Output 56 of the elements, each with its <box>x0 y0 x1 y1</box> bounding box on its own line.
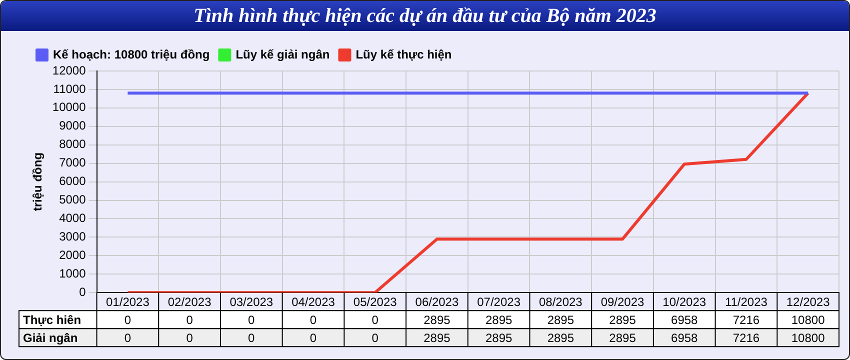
text: 6958 <box>671 330 698 345</box>
text: 0 <box>186 330 193 345</box>
y-tick-label: 5000 <box>59 192 86 207</box>
y-axis-title: triệu đồng <box>30 152 45 212</box>
text: 2895 <box>609 330 636 345</box>
data-label: 2895 <box>609 312 636 327</box>
data-label: 0 <box>124 312 132 327</box>
data-label: 2895 <box>485 312 512 327</box>
text: 0 <box>124 330 132 345</box>
x-tick-label: 08/2023 <box>538 295 583 310</box>
data-label: 6958 <box>671 312 698 327</box>
y-tick-label: 1000 <box>59 266 86 280</box>
text: 10800 <box>791 330 825 345</box>
y-tick-label: 9000 <box>59 118 86 133</box>
x-tick-label: 07/2023 <box>477 295 521 310</box>
text: Giải ngân <box>23 330 78 345</box>
legend-label: Kế hoạch: 10800 triệu đồng <box>53 47 210 62</box>
x-tick-label: 05/2023 <box>353 295 398 310</box>
x-tick-label: 06/2023 <box>415 295 459 310</box>
data-label: 7216 <box>732 312 760 327</box>
text: 2895 <box>547 330 574 345</box>
y-tick-label: 12000 <box>52 63 86 78</box>
data-label: 2895 <box>547 312 574 327</box>
data-label: 0 <box>186 312 194 327</box>
y-tick-label: 3000 <box>59 230 86 244</box>
data-label: 0 <box>248 312 256 327</box>
legend-label: Lũy kế thực hiện <box>356 47 452 62</box>
data-label: 10800 <box>791 312 826 327</box>
x-tick-label: 09/2023 <box>600 295 645 310</box>
y-tick-label: 8000 <box>59 137 86 152</box>
x-tick-label: 03/2023 <box>230 295 274 310</box>
data-label: 0 <box>372 312 379 327</box>
x-tick-label: 11/2023 <box>724 295 768 310</box>
text: Thực hiên <box>23 312 82 327</box>
text: 2895 <box>485 330 512 345</box>
y-tick-label: 2000 <box>59 248 86 262</box>
data-label: 0 <box>310 312 317 327</box>
y-tick-label: 10000 <box>52 100 86 114</box>
y-tick-label: 7000 <box>59 156 86 170</box>
y-tick-label: 6000 <box>59 174 86 188</box>
text: 2895 <box>424 330 450 345</box>
chart-title: Tình hình thực hiện các dự án đầu tư của Bộ năm 2023 <box>1 1 849 31</box>
y-tick-label: 0 <box>79 284 86 299</box>
text: 0 <box>248 330 255 345</box>
text: 0 <box>372 330 378 345</box>
x-tick-label: 04/2023 <box>292 295 336 310</box>
y-tick-label: 11000 <box>53 82 86 96</box>
data-label: 2895 <box>424 312 451 327</box>
legend-label: Lũy kế giải ngân <box>236 47 330 62</box>
x-tick-label: 12/2023 <box>786 295 830 310</box>
text: 0 <box>310 330 317 345</box>
x-tick-label: 02/2023 <box>168 295 212 310</box>
text: 7216 <box>732 330 760 345</box>
y-tick-label: 4000 <box>59 211 86 226</box>
x-tick-label: 01/2023 <box>106 295 150 310</box>
x-tick-label: 10/2023 <box>662 295 706 310</box>
